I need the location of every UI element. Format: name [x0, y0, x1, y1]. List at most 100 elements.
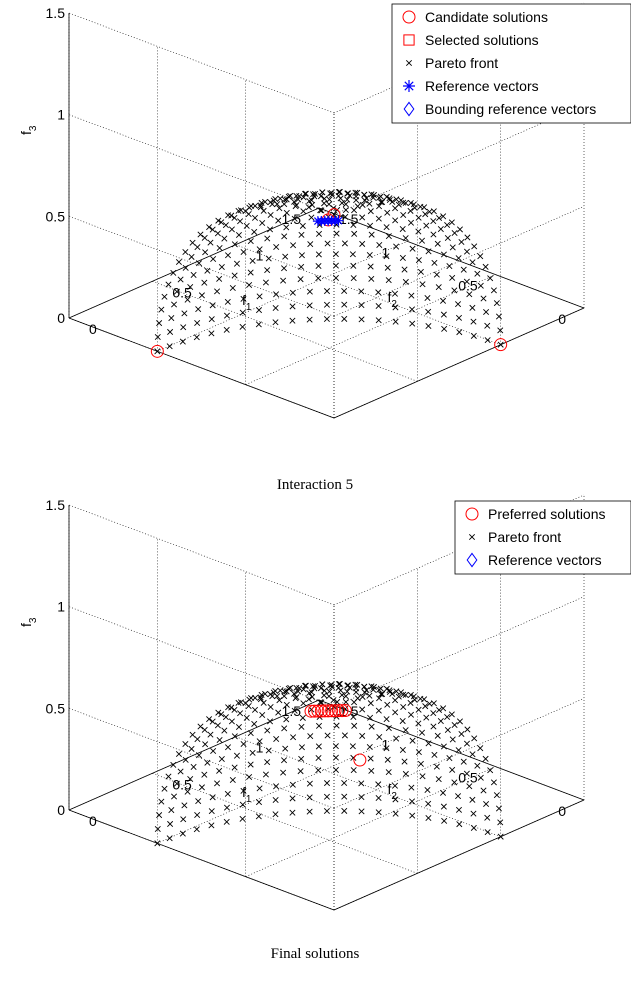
pareto-point — [366, 200, 373, 207]
pareto-point — [477, 745, 484, 752]
pareto-point — [289, 289, 296, 296]
pareto-point — [333, 722, 340, 729]
pareto-point — [231, 272, 238, 279]
pareto-point — [161, 785, 168, 792]
data-point — [332, 704, 346, 718]
pareto-point — [246, 281, 253, 289]
legend-marker — [403, 34, 415, 46]
pareto-point — [409, 320, 416, 327]
data-point — [338, 704, 352, 718]
pareto-point — [310, 683, 317, 690]
pareto-point — [306, 302, 313, 309]
pareto-point — [255, 799, 263, 806]
gridline — [68, 216, 335, 317]
pareto-point — [392, 304, 399, 311]
y-tick-label: 0.5 — [458, 770, 478, 786]
pareto-point — [419, 773, 426, 780]
pareto-point — [430, 723, 437, 730]
gridline — [333, 494, 585, 606]
pareto-point — [480, 295, 487, 302]
gridline — [333, 596, 585, 707]
pareto-point — [307, 241, 314, 248]
pareto-point — [484, 814, 491, 821]
pareto-point — [239, 801, 246, 808]
pareto-point — [444, 234, 451, 242]
pareto-point — [208, 808, 215, 815]
pareto-point — [392, 318, 399, 325]
pareto-point — [223, 804, 231, 811]
z-tick-label: 0 — [57, 310, 65, 326]
pareto-point — [393, 735, 400, 742]
pareto-point — [239, 323, 246, 330]
pareto-point — [366, 692, 373, 699]
pareto-point — [256, 293, 263, 300]
pareto-point — [370, 194, 377, 201]
pareto-point — [353, 193, 360, 200]
pareto-point — [154, 348, 161, 355]
pareto-point — [282, 745, 289, 752]
pareto-point — [441, 817, 448, 824]
pareto-point — [470, 332, 477, 339]
pareto-point — [497, 819, 504, 826]
pareto-point — [240, 248, 247, 255]
pareto-point — [239, 815, 246, 822]
legend-label: Pareto front — [488, 529, 561, 545]
pareto-point — [273, 291, 280, 298]
z-axis-label: f3 — [18, 617, 39, 627]
pareto-point — [297, 276, 304, 283]
y-tick-label: 1 — [382, 244, 390, 260]
pareto-point — [170, 761, 177, 768]
gridline — [68, 708, 335, 809]
z-tick-label: 0 — [57, 802, 65, 818]
pareto-point — [315, 275, 322, 282]
gridline — [152, 281, 418, 382]
pareto-point — [341, 793, 348, 800]
pareto-point — [262, 279, 269, 286]
pareto-point — [359, 201, 366, 208]
pareto-point — [460, 758, 467, 765]
pareto-point — [194, 244, 201, 251]
z-tick-label: 0.5 — [46, 208, 66, 224]
pareto-point — [474, 762, 481, 769]
pareto-front — [154, 188, 504, 355]
pareto-point — [190, 271, 197, 278]
pareto-point — [246, 773, 253, 781]
pareto-point — [218, 263, 225, 271]
pareto-point — [415, 228, 422, 235]
pareto-point — [289, 795, 296, 802]
legend-label: Selected solutions — [425, 32, 539, 48]
pareto-point — [189, 731, 196, 738]
legend-box — [454, 500, 631, 575]
pareto-point — [312, 682, 319, 689]
pareto-point — [434, 732, 441, 739]
pareto-point — [391, 782, 399, 789]
pareto-point — [223, 312, 231, 319]
pareto-point — [251, 706, 259, 713]
pareto-point — [207, 239, 214, 246]
pareto-point — [422, 211, 429, 218]
pareto-point — [210, 255, 217, 263]
y-tick-label: 1.5 — [282, 703, 302, 719]
pareto-point — [384, 701, 391, 708]
pareto-point — [455, 301, 462, 308]
pareto-point — [209, 302, 216, 309]
pareto-point — [201, 234, 208, 241]
pareto-point — [333, 230, 340, 237]
pareto-point — [391, 290, 399, 297]
pareto-point — [393, 688, 400, 695]
pareto-point — [375, 289, 382, 296]
legend-marker — [468, 533, 476, 541]
pareto-point — [483, 308, 490, 315]
pareto-point — [415, 214, 422, 221]
pareto-point — [377, 193, 384, 200]
pareto-point — [327, 190, 334, 197]
pareto-point — [430, 231, 437, 238]
z-tick-label: 1 — [57, 107, 65, 123]
pareto-point — [393, 243, 400, 250]
pareto-point — [444, 713, 451, 721]
pareto-point — [156, 812, 163, 819]
pareto-point — [293, 684, 300, 691]
pareto-point — [309, 693, 316, 700]
pareto-point — [247, 761, 254, 768]
pareto-point — [272, 811, 279, 818]
